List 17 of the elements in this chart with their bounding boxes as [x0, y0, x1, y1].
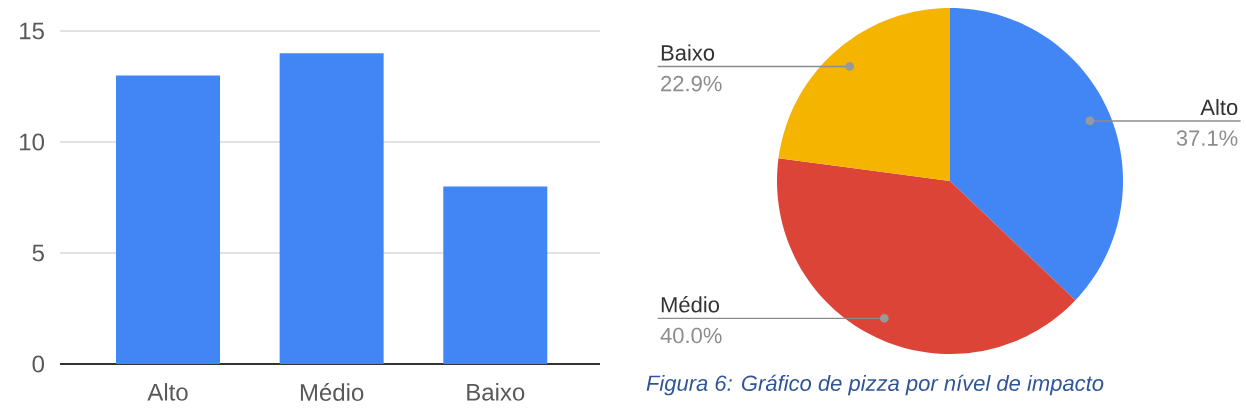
bar — [443, 186, 548, 364]
x-tick-label: Baixo — [467, 383, 525, 401]
slice-label: Baixo — [661, 44, 715, 61]
y-tick-label: 15 — [20, 22, 44, 40]
text: Figura 6: Gráfico de pizza por nível de impacto — [646, 374, 1104, 396]
data-label: 40.0% — [660, 327, 722, 344]
x-tick-label: Alto — [147, 383, 188, 401]
y-tick-label: 5 — [32, 244, 44, 262]
slice-label: Alto — [1200, 98, 1238, 116]
data-label: 37.1% — [1176, 130, 1238, 146]
slice-label: Médio — [661, 296, 720, 313]
bar — [279, 53, 384, 364]
data-label: 22.9% — [661, 75, 722, 92]
y-tick-label: 0 — [32, 355, 45, 373]
x-tick-label: Médio — [300, 383, 364, 401]
y-tick-label: 10 — [20, 133, 45, 151]
bar — [116, 75, 221, 364]
